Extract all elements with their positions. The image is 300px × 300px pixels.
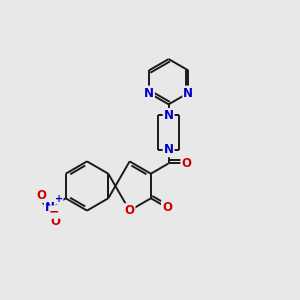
Text: O: O <box>181 157 191 170</box>
Text: N: N <box>45 201 55 214</box>
Text: O: O <box>162 201 172 214</box>
Text: O: O <box>124 204 135 217</box>
Text: N: N <box>144 86 154 100</box>
Text: −: − <box>49 206 60 219</box>
Text: O: O <box>36 189 46 202</box>
Text: +: + <box>55 194 63 204</box>
Text: N: N <box>164 143 174 156</box>
Text: N: N <box>183 86 193 100</box>
Text: O: O <box>51 214 61 228</box>
Text: N: N <box>164 109 174 122</box>
